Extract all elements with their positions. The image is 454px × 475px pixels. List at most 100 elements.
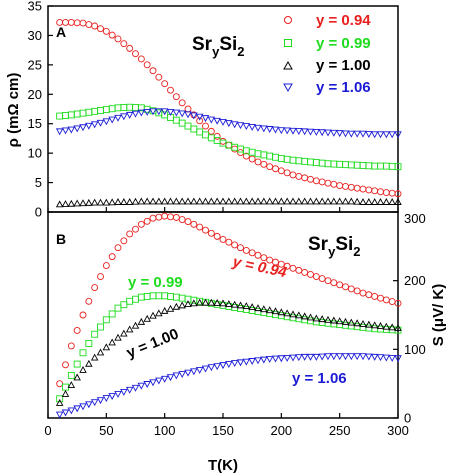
- data-point: [184, 300, 192, 307]
- data-point: [230, 300, 239, 308]
- data-point: [67, 371, 75, 379]
- data-point: [365, 131, 373, 138]
- data-point: [149, 379, 157, 387]
- data-point: [324, 160, 332, 168]
- data-point: [347, 285, 355, 293]
- data-point: [96, 198, 105, 206]
- data-point: [330, 160, 338, 168]
- data-point: [312, 197, 321, 205]
- data-point: [271, 197, 280, 205]
- data-point: [114, 391, 122, 398]
- data-point: [195, 113, 204, 121]
- data-point: [248, 155, 256, 163]
- panel-a-axes: 0 5 10 15 20 25 30 35: [28, 0, 399, 220]
- data-point: [73, 360, 81, 368]
- data-point: [201, 298, 210, 306]
- data-point: [242, 358, 251, 366]
- data-point: [307, 175, 314, 183]
- data-point: [120, 104, 128, 111]
- data-point: [230, 197, 239, 205]
- data-point: [160, 197, 169, 205]
- data-point: [371, 162, 379, 170]
- panel-a-y-tick-label: 10: [28, 146, 42, 161]
- data-point: [178, 371, 186, 378]
- data-point: [91, 330, 99, 338]
- data-point: [312, 314, 321, 322]
- data-point: [56, 380, 64, 388]
- data-point: [341, 197, 350, 205]
- data-point: [55, 200, 64, 208]
- panel-a-y-tick-label: 25: [28, 57, 42, 72]
- data-point: [324, 179, 332, 187]
- data-point: [96, 397, 105, 405]
- data-point: [126, 297, 134, 305]
- data-point: [254, 304, 262, 312]
- panel-b-series: [55, 212, 402, 419]
- legend-label-y-0-94: y = 0.94: [316, 12, 371, 29]
- data-point: [79, 109, 87, 117]
- x-tick-label: 300: [387, 423, 409, 438]
- data-point: [219, 137, 227, 145]
- data-point: [365, 291, 373, 299]
- data-point: [353, 184, 361, 192]
- data-point: [207, 229, 215, 237]
- data-point: [295, 128, 303, 136]
- data-point: [79, 124, 87, 132]
- data-point: [132, 50, 139, 58]
- data-point: [73, 327, 81, 334]
- data-point: [248, 249, 256, 257]
- data-point: [289, 310, 297, 318]
- data-point: [131, 321, 140, 329]
- data-point: [318, 315, 326, 323]
- data-point: [137, 197, 146, 205]
- data-point: [371, 293, 379, 300]
- data-point: [149, 197, 157, 205]
- data-point: [172, 109, 181, 117]
- data-point: [67, 407, 76, 415]
- data-point: [277, 154, 285, 162]
- data-point: [73, 405, 81, 413]
- data-point: [172, 93, 180, 101]
- panel-b-y-tick-label: 200: [404, 273, 426, 288]
- data-point: [178, 119, 186, 127]
- data-point: [347, 197, 356, 205]
- data-point: [394, 131, 402, 139]
- data-point: [207, 298, 216, 306]
- data-point: [166, 304, 175, 312]
- legend-marker-y-1-00: [283, 60, 293, 70]
- data-point: [260, 254, 268, 262]
- panel-a-compound-label: SrySi2: [192, 34, 245, 59]
- data-point: [342, 182, 349, 190]
- data-point: [61, 409, 70, 417]
- data-point: [394, 355, 402, 363]
- data-point: [102, 198, 111, 206]
- data-point: [272, 258, 279, 266]
- data-point: [79, 365, 87, 373]
- data-point: [79, 19, 87, 27]
- data-point: [318, 159, 326, 167]
- data-point: [265, 197, 274, 205]
- data-point: [190, 112, 198, 120]
- data-point: [295, 157, 303, 165]
- annotation-y-0-99: y = 0.99: [128, 274, 183, 291]
- data-point: [96, 119, 105, 127]
- data-point: [207, 197, 216, 205]
- data-point: [90, 353, 99, 361]
- panel-a-y-tick-label: 15: [28, 116, 42, 131]
- data-point: [283, 262, 291, 270]
- data-point: [359, 353, 367, 361]
- data-point: [271, 355, 280, 363]
- data-point: [260, 151, 268, 159]
- data-point: [190, 125, 198, 133]
- data-point: [79, 311, 87, 319]
- data-point: [102, 316, 110, 324]
- data-point: [190, 299, 198, 307]
- data-point: [61, 390, 70, 397]
- data-point: [120, 388, 128, 396]
- data-point: [85, 297, 93, 305]
- data-point: [306, 353, 315, 361]
- data-point: [213, 363, 221, 371]
- data-point: [132, 295, 139, 303]
- data-point: [172, 116, 180, 124]
- data-point: [359, 319, 367, 327]
